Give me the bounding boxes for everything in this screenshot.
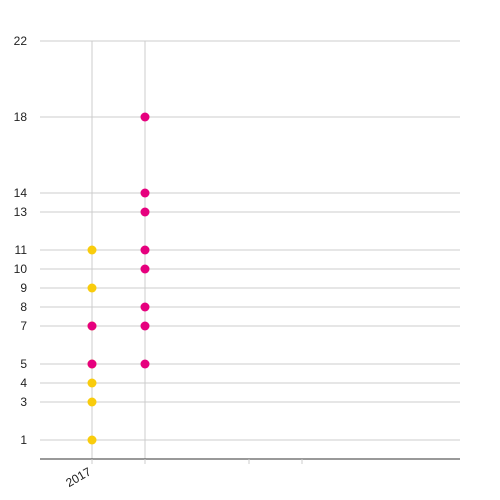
- y-tick-label: 5: [20, 357, 27, 371]
- data-point-series-1: [87, 397, 97, 407]
- data-point-series-2: [87, 321, 97, 331]
- data-point-series-2: [140, 112, 150, 122]
- data-point-series-1: [87, 378, 97, 388]
- data-point-series-2: [140, 245, 150, 255]
- y-tick-label: 18: [14, 110, 28, 124]
- x-tick-label: 2017: [63, 464, 93, 490]
- y-tick-label: 13: [14, 205, 28, 219]
- data-point-series-2: [140, 359, 150, 369]
- data-point-series-2: [140, 264, 150, 274]
- data-point-series-2: [140, 188, 150, 198]
- y-tick-label: 8: [20, 300, 27, 314]
- y-tick-label: 22: [14, 34, 28, 48]
- y-tick-label: 1: [20, 433, 27, 447]
- y-tick-label: 10: [14, 262, 28, 276]
- data-point-series-1: [87, 283, 97, 293]
- data-point-series-2: [87, 359, 97, 369]
- data-points: [87, 112, 150, 445]
- y-tick-label: 3: [20, 395, 27, 409]
- x-axis-ticks: [91, 459, 303, 464]
- data-point-series-2: [140, 321, 150, 331]
- y-tick-label: 4: [20, 376, 27, 390]
- y-tick-label: 14: [14, 186, 28, 200]
- x-axis-tick-labels: 2017: [63, 464, 93, 490]
- data-point-series-2: [140, 302, 150, 312]
- data-point-series-2: [140, 207, 150, 217]
- y-tick-label: 11: [15, 243, 28, 257]
- data-point-series-1: [87, 245, 97, 255]
- y-tick-label: 7: [20, 319, 27, 333]
- y-tick-label: 9: [20, 281, 27, 295]
- gridlines: [40, 40, 460, 459]
- data-point-series-1: [87, 435, 97, 445]
